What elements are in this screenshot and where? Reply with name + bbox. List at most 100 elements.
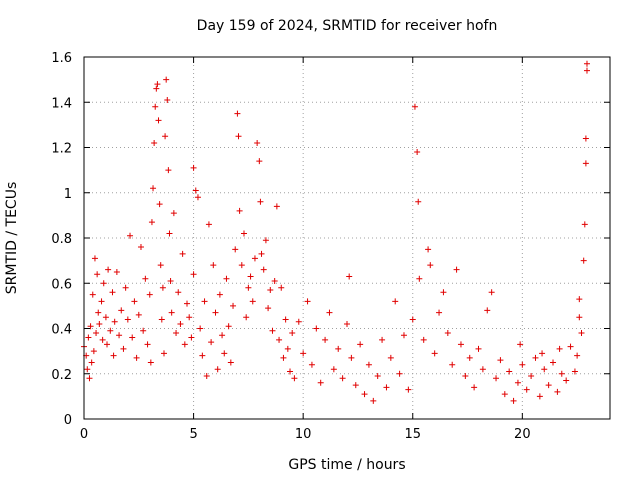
data-point	[232, 246, 239, 253]
x-tick-label: 15	[404, 427, 421, 442]
data-point	[184, 300, 191, 307]
data-point	[104, 341, 111, 348]
data-point	[163, 76, 170, 83]
data-point	[370, 397, 377, 404]
data-point	[135, 311, 142, 318]
data-point	[265, 305, 272, 312]
data-point	[113, 268, 120, 275]
data-point	[219, 332, 226, 339]
data-point	[466, 354, 473, 361]
data-point	[262, 237, 269, 244]
data-point	[453, 266, 460, 273]
data-point	[154, 81, 161, 88]
data-point	[181, 341, 188, 348]
data-point	[214, 366, 221, 373]
data-point	[414, 149, 421, 156]
data-point	[223, 275, 230, 282]
data-point	[146, 291, 153, 298]
data-point	[501, 391, 508, 398]
data-point	[361, 391, 368, 398]
data-point	[479, 366, 486, 373]
data-point	[234, 110, 241, 117]
data-point	[409, 316, 416, 323]
data-point	[240, 230, 247, 237]
data-point	[164, 96, 171, 103]
data-point	[236, 207, 243, 214]
data-point	[212, 309, 219, 316]
data-point	[563, 377, 570, 384]
data-point	[86, 375, 93, 382]
y-tick-label: 1.4	[51, 96, 72, 111]
data-point	[238, 262, 245, 269]
data-point	[348, 354, 355, 361]
data-point	[383, 384, 390, 391]
x-tick-label: 20	[514, 427, 531, 442]
data-point	[91, 255, 98, 262]
data-point	[249, 298, 256, 305]
data-point	[260, 266, 267, 273]
data-point	[150, 185, 157, 192]
data-point	[322, 336, 329, 343]
data-point	[396, 370, 403, 377]
data-point	[550, 359, 557, 366]
grid-lines	[84, 57, 610, 419]
data-point	[156, 201, 163, 208]
data-point	[582, 160, 589, 167]
data-point	[131, 298, 138, 305]
data-point	[122, 284, 129, 291]
data-point	[576, 296, 583, 303]
data-point	[93, 330, 100, 337]
data-point	[510, 397, 517, 404]
data-point	[578, 330, 585, 337]
data-point	[140, 327, 147, 334]
data-point	[431, 350, 438, 357]
data-point	[420, 336, 427, 343]
data-point	[173, 330, 180, 337]
data-point	[243, 314, 250, 321]
data-point	[85, 334, 92, 341]
data-point	[291, 375, 298, 382]
data-point	[462, 373, 469, 380]
data-point	[411, 103, 418, 110]
data-point	[425, 246, 432, 253]
data-point	[457, 341, 464, 348]
data-point	[415, 198, 422, 205]
data-point	[313, 325, 320, 332]
data-point	[339, 375, 346, 382]
data-point	[519, 361, 526, 368]
data-point	[392, 298, 399, 305]
data-point	[107, 327, 114, 334]
data-point	[287, 368, 294, 375]
data-point	[247, 273, 254, 280]
data-point	[256, 158, 263, 165]
data-point	[98, 298, 105, 305]
data-point	[387, 354, 394, 361]
data-point	[576, 314, 583, 321]
data-point	[440, 289, 447, 296]
data-point	[235, 133, 242, 140]
data-point	[94, 271, 101, 278]
data-point	[165, 167, 172, 174]
data-point	[118, 307, 125, 314]
data-point	[352, 382, 359, 389]
y-tick-label: 0.4	[51, 323, 72, 338]
data-point	[175, 289, 182, 296]
data-point	[88, 359, 95, 366]
data-point	[157, 262, 164, 269]
data-point	[532, 354, 539, 361]
data-point	[192, 187, 199, 194]
x-axis-label: GPS time / hours	[288, 457, 406, 473]
data-point	[517, 341, 524, 348]
data-point	[155, 117, 162, 124]
data-point	[190, 164, 197, 171]
data-point	[436, 309, 443, 316]
data-point	[536, 393, 543, 400]
data-point	[583, 60, 590, 67]
data-point	[379, 336, 386, 343]
data-point	[153, 85, 160, 92]
data-point	[124, 316, 131, 323]
y-tick-label: 0.8	[51, 232, 72, 247]
data-point	[571, 368, 578, 375]
data-point	[95, 309, 102, 316]
data-point	[258, 250, 265, 257]
